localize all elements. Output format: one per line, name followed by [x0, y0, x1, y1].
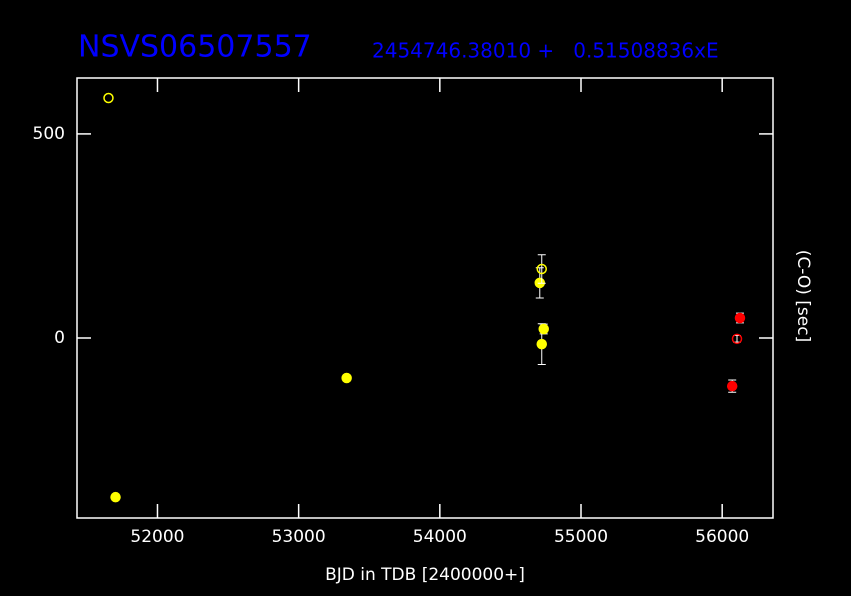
data-point — [731, 333, 743, 345]
y-tick-label: 500 — [33, 124, 65, 144]
chart-title: NSVS06507557 — [78, 30, 312, 65]
x-tick-label: 55000 — [554, 527, 608, 547]
x-tick-label: 56000 — [695, 527, 749, 547]
error-bar — [733, 335, 741, 343]
data-point — [726, 380, 738, 392]
data-point — [110, 491, 121, 503]
x-tick-label: 53000 — [272, 527, 326, 547]
data-point — [341, 372, 352, 384]
y-tick-label: 0 — [54, 328, 65, 348]
x-tick-label: 54000 — [413, 527, 467, 547]
data-point — [536, 263, 548, 275]
chart-subtitle: 2454746.38010 + 0.51508836xE — [372, 39, 719, 63]
x-tick-label: 52000 — [130, 527, 184, 547]
data-point — [538, 323, 549, 335]
data-point — [536, 338, 548, 350]
x-axis-label: BJD in TDB [2400000+] — [325, 565, 525, 585]
y-axis-label: (C-O) [sec] — [793, 250, 813, 342]
data-point — [103, 92, 114, 104]
error-bar — [537, 254, 546, 284]
data-point — [734, 312, 746, 324]
plot-frame — [76, 77, 774, 519]
